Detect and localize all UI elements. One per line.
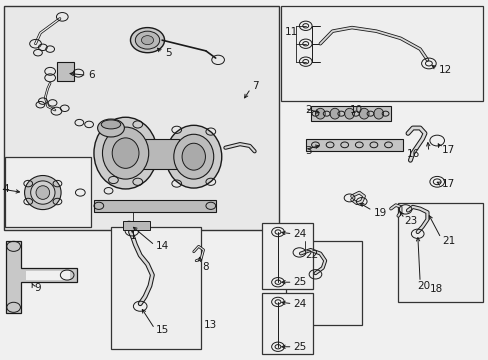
Bar [123, 221, 150, 230]
Ellipse shape [102, 127, 148, 179]
Bar [262, 293, 312, 354]
Ellipse shape [24, 176, 61, 210]
Ellipse shape [182, 143, 205, 170]
Text: 11: 11 [284, 27, 298, 37]
Ellipse shape [173, 134, 213, 179]
Polygon shape [6, 241, 77, 313]
Bar [310, 107, 390, 121]
Text: 3: 3 [305, 146, 311, 156]
Ellipse shape [359, 108, 368, 119]
Ellipse shape [329, 108, 339, 119]
Text: 13: 13 [203, 320, 216, 330]
Bar [140, 139, 179, 169]
Text: 25: 25 [293, 277, 306, 287]
Bar [26, 271, 69, 280]
Ellipse shape [344, 108, 354, 119]
Text: 14: 14 [156, 241, 169, 251]
Text: 24: 24 [293, 299, 306, 309]
Ellipse shape [315, 108, 325, 119]
Text: 9: 9 [35, 283, 41, 293]
Text: 17: 17 [441, 144, 454, 154]
Text: 5: 5 [165, 48, 171, 58]
Bar [57, 62, 74, 81]
Ellipse shape [98, 119, 124, 137]
Text: 4: 4 [3, 184, 10, 194]
Ellipse shape [141, 36, 153, 45]
Ellipse shape [373, 108, 383, 119]
Text: 18: 18 [429, 284, 442, 294]
Text: 12: 12 [438, 64, 451, 75]
Text: 20: 20 [417, 281, 430, 291]
Bar [4, 6, 278, 230]
Text: 21: 21 [441, 236, 454, 246]
Bar [111, 226, 201, 348]
Ellipse shape [36, 186, 50, 199]
Ellipse shape [165, 125, 221, 188]
Text: 2: 2 [305, 105, 311, 115]
Ellipse shape [135, 31, 160, 49]
Ellipse shape [101, 120, 121, 129]
Ellipse shape [112, 138, 139, 168]
Ellipse shape [130, 28, 164, 53]
Text: 24: 24 [293, 229, 306, 239]
Bar [5, 157, 90, 226]
Bar [94, 200, 215, 212]
Text: 1: 1 [129, 231, 136, 241]
Text: 17: 17 [441, 179, 454, 189]
Ellipse shape [31, 181, 55, 204]
Bar [305, 139, 402, 151]
Ellipse shape [94, 117, 157, 189]
Bar [397, 203, 483, 302]
Text: 8: 8 [202, 262, 208, 272]
Text: 15: 15 [156, 325, 169, 335]
Text: 23: 23 [404, 216, 417, 226]
Text: 6: 6 [88, 70, 95, 80]
Text: 10: 10 [349, 105, 362, 115]
Bar [285, 241, 361, 325]
Text: 16: 16 [406, 149, 419, 159]
Bar [262, 223, 312, 289]
Text: 25: 25 [293, 342, 306, 352]
Text: 7: 7 [252, 81, 258, 91]
Text: 19: 19 [373, 208, 386, 218]
Bar [281, 6, 483, 101]
Text: 22: 22 [305, 250, 318, 260]
